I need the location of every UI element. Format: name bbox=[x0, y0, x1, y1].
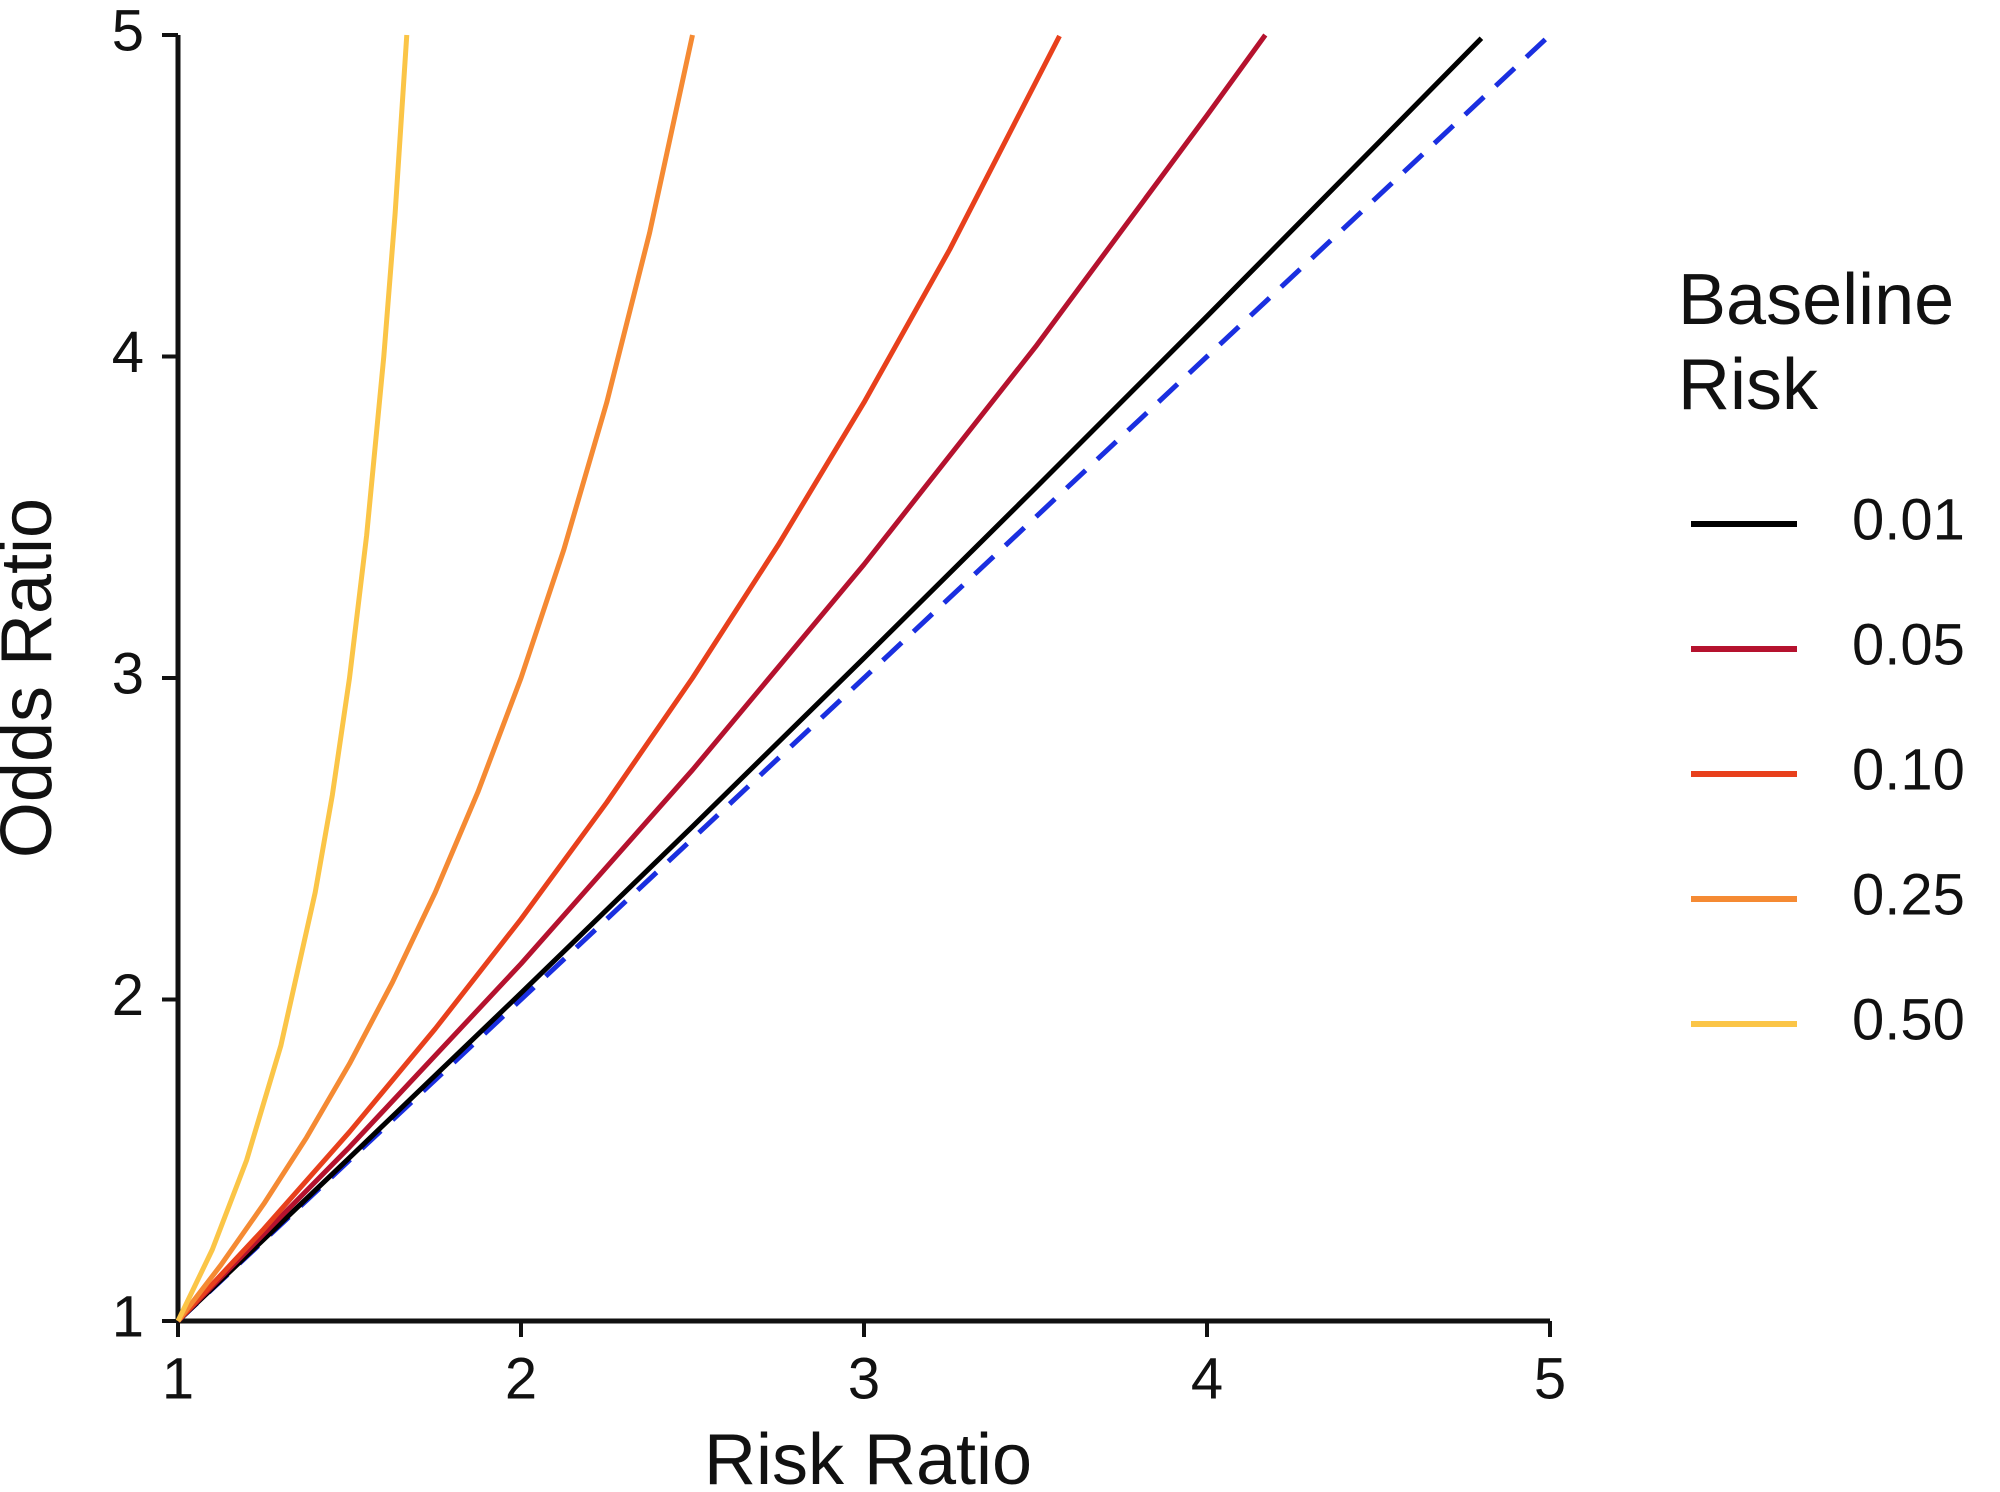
y-tick-label: 4 bbox=[112, 320, 144, 385]
y-axis-title: Odds Ratio bbox=[0, 498, 67, 858]
y-tick-label: 1 bbox=[112, 1284, 144, 1349]
x-tick-label: 3 bbox=[848, 1346, 880, 1411]
y-tick-label: 2 bbox=[112, 963, 144, 1028]
x-axis-title: Risk Ratio bbox=[704, 1420, 1032, 1492]
reference-line bbox=[176, 33, 1552, 1323]
legend-title: Risk bbox=[1678, 345, 1819, 425]
x-tick-label: 4 bbox=[1191, 1346, 1223, 1411]
series-line bbox=[176, 34, 1062, 1323]
y-tick-label: 3 bbox=[112, 641, 144, 706]
series-line bbox=[176, 33, 1268, 1323]
series-line bbox=[176, 36, 1484, 1323]
legend-label: 0.10 bbox=[1852, 737, 1965, 802]
series-line bbox=[175, 34, 410, 1323]
x-tick-label: 2 bbox=[505, 1346, 537, 1411]
legend-title: Baseline bbox=[1678, 260, 1954, 340]
legend-label: 0.05 bbox=[1852, 612, 1965, 677]
x-tick-label: 5 bbox=[1534, 1346, 1566, 1411]
x-tick-label: 1 bbox=[162, 1346, 194, 1411]
y-tick-label: 5 bbox=[112, 0, 144, 63]
legend-label: 0.25 bbox=[1852, 862, 1965, 927]
series-line bbox=[176, 34, 695, 1323]
legend-label: 0.50 bbox=[1852, 987, 1965, 1052]
legend-label: 0.01 bbox=[1852, 487, 1965, 552]
